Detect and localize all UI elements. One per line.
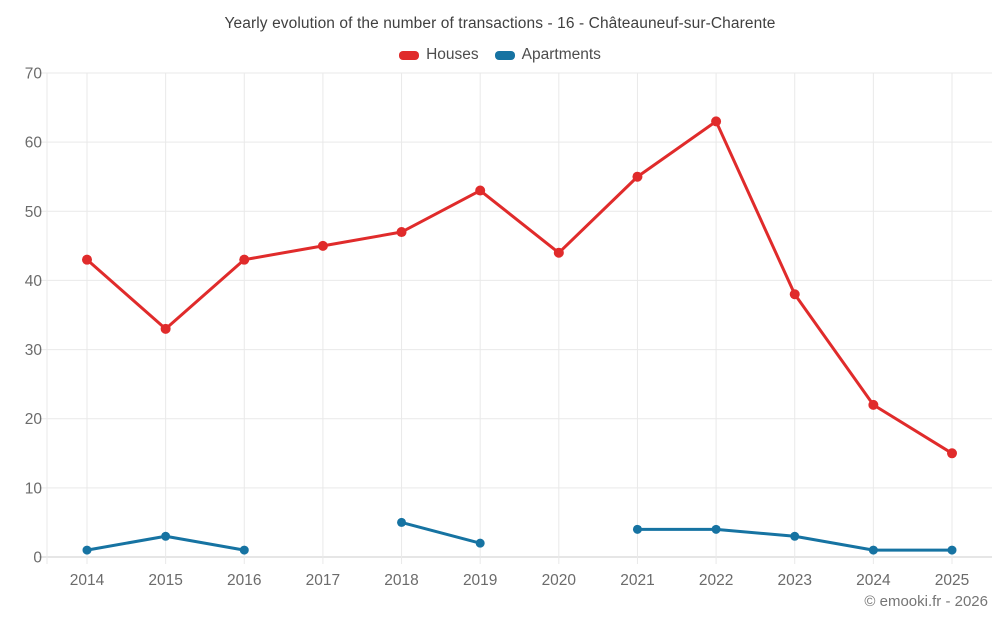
- apartments-data-point[interactable]: [790, 531, 800, 541]
- x-tick-label: 2024: [856, 572, 891, 589]
- legend-item-apartments[interactable]: Apartments: [494, 46, 601, 64]
- apartments-data-point[interactable]: [947, 545, 957, 555]
- houses-data-point[interactable]: [711, 116, 722, 127]
- apartments-data-point[interactable]: [397, 517, 407, 527]
- houses-data-point[interactable]: [239, 254, 250, 265]
- x-tick-label: 2020: [542, 572, 577, 589]
- houses-data-point[interactable]: [789, 289, 800, 300]
- y-tick-label: 50: [25, 204, 43, 221]
- y-tick-label: 0: [33, 550, 42, 567]
- x-tick-label: 2021: [620, 572, 654, 589]
- x-tick-label: 2014: [70, 572, 105, 589]
- chart-legend: Houses Apartments: [0, 46, 1000, 64]
- apartments-data-point[interactable]: [475, 538, 485, 548]
- apartments-legend-swatch: [494, 50, 515, 60]
- y-tick-label: 20: [25, 411, 43, 428]
- x-tick-label: 2019: [463, 572, 497, 589]
- apartments-data-point[interactable]: [711, 524, 721, 534]
- apartments-data-point[interactable]: [632, 524, 642, 534]
- y-tick-label: 30: [25, 342, 43, 359]
- apartments-data-point[interactable]: [868, 545, 878, 555]
- houses-line: [85, 119, 954, 455]
- houses-data-point[interactable]: [553, 247, 564, 258]
- houses-legend-swatch: [399, 50, 420, 60]
- y-tick-label: 60: [25, 135, 43, 152]
- legend-item-houses[interactable]: Houses: [399, 46, 479, 64]
- x-tick-label: 2022: [699, 572, 733, 589]
- apartments-data-point[interactable]: [82, 545, 92, 555]
- apartments-data-point[interactable]: [161, 531, 171, 541]
- y-tick-label: 40: [25, 273, 43, 290]
- y-tick-label: 70: [25, 66, 43, 83]
- x-tick-label: 2025: [935, 572, 969, 589]
- x-tick-label: 2016: [227, 572, 261, 589]
- houses-data-point[interactable]: [317, 240, 328, 251]
- houses-data-point[interactable]: [868, 399, 879, 410]
- houses-data-point[interactable]: [396, 227, 407, 238]
- houses-data-point[interactable]: [632, 171, 643, 182]
- houses-data-point[interactable]: [947, 448, 957, 459]
- y-tick-label: 10: [25, 480, 43, 497]
- copyright-text: © emooki.fr - 2026: [864, 593, 988, 610]
- houses-data-point[interactable]: [160, 323, 171, 334]
- houses-data-point[interactable]: [82, 254, 92, 265]
- x-tick-label: 2023: [777, 572, 811, 589]
- chart-title: Yearly evolution of the number of transa…: [224, 15, 776, 32]
- houses-legend-label: Houses: [426, 46, 479, 63]
- x-tick-label: 2017: [306, 572, 340, 589]
- apartments-legend-label: Apartments: [521, 46, 601, 63]
- x-tick-label: 2015: [148, 572, 182, 589]
- x-tick-label: 2018: [384, 572, 418, 589]
- apartments-data-point[interactable]: [239, 545, 249, 555]
- apartments-line: [400, 520, 482, 545]
- houses-data-point[interactable]: [475, 185, 486, 196]
